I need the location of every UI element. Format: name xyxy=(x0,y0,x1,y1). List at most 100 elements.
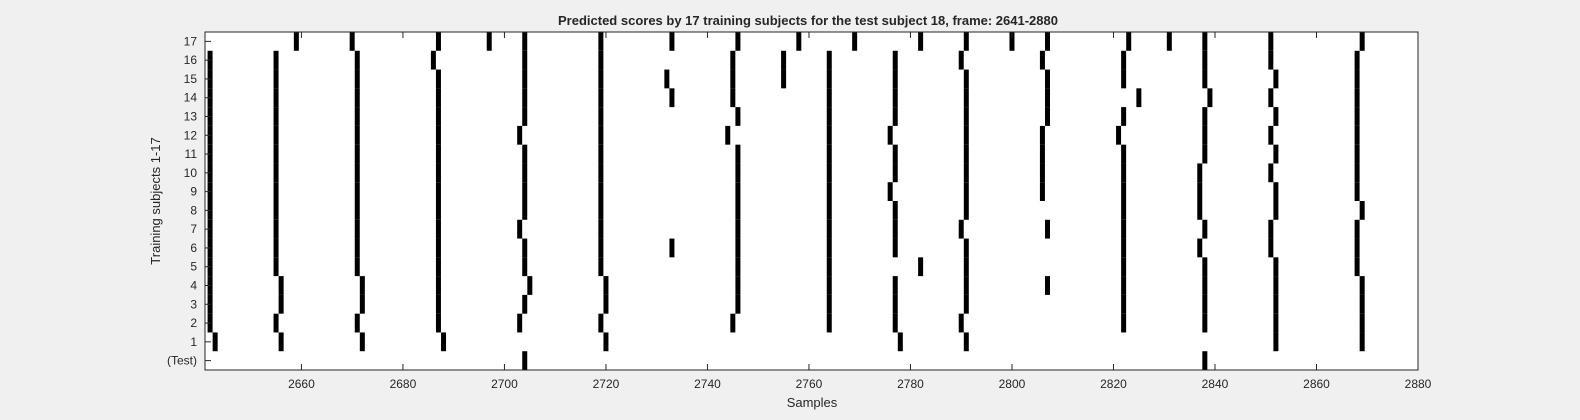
score-mark xyxy=(522,50,528,70)
score-mark xyxy=(1045,219,1050,239)
score-mark xyxy=(1273,107,1279,126)
score-mark xyxy=(1121,69,1127,89)
score-mark xyxy=(1354,88,1360,108)
score-mark xyxy=(598,163,604,183)
score-mark xyxy=(278,276,284,295)
score-mark xyxy=(273,163,279,183)
score-mark xyxy=(1202,257,1208,277)
score-mark xyxy=(354,182,360,201)
score-mark xyxy=(435,125,441,145)
score-mark xyxy=(435,182,441,201)
score-mark xyxy=(897,332,903,352)
x-tick-label: 2760 xyxy=(796,377,823,391)
score-mark xyxy=(963,294,969,314)
score-mark xyxy=(354,201,360,220)
score-mark xyxy=(1354,69,1360,89)
score-mark xyxy=(826,88,832,108)
score-mark xyxy=(598,107,604,126)
score-mark xyxy=(826,313,832,333)
score-mark xyxy=(435,276,441,295)
score-mark xyxy=(735,257,741,277)
y-tick-label: 14 xyxy=(184,91,198,105)
score-mark xyxy=(918,32,924,51)
score-mark xyxy=(892,144,898,164)
score-mark xyxy=(1354,163,1360,183)
score-mark xyxy=(1121,313,1127,333)
y-tick-label: 8 xyxy=(190,203,197,217)
score-mark xyxy=(278,294,284,314)
score-mark xyxy=(354,144,360,164)
score-mark xyxy=(435,107,441,126)
score-mark xyxy=(598,144,604,164)
score-mark xyxy=(735,144,741,164)
score-mark xyxy=(354,125,360,145)
score-mark xyxy=(735,107,741,126)
score-mark xyxy=(963,144,969,164)
score-mark xyxy=(359,276,365,295)
score-mark xyxy=(598,201,604,220)
score-mark xyxy=(1045,88,1050,108)
score-mark xyxy=(963,238,969,258)
score-mark xyxy=(826,201,832,220)
score-mark xyxy=(273,182,279,201)
score-mark xyxy=(1121,182,1127,201)
y-tick-label: (Test) xyxy=(167,354,197,368)
score-mark xyxy=(603,276,609,295)
score-mark xyxy=(435,144,441,164)
score-mark xyxy=(1268,32,1274,51)
score-mark xyxy=(273,201,279,220)
score-mark xyxy=(435,88,441,108)
x-tick-label: 2820 xyxy=(1100,377,1127,391)
score-mark xyxy=(1039,182,1045,201)
score-mark xyxy=(892,201,898,220)
score-marks xyxy=(207,32,1365,370)
y-tick-label: 10 xyxy=(184,166,198,180)
x-axis-label: Samples xyxy=(787,395,838,410)
score-mark xyxy=(354,69,360,89)
score-mark xyxy=(1273,182,1279,201)
score-mark xyxy=(826,294,832,314)
score-mark xyxy=(664,69,670,89)
score-mark xyxy=(486,32,492,51)
score-mark xyxy=(781,50,787,70)
score-mark xyxy=(963,201,969,220)
score-mark xyxy=(273,313,279,333)
chart-title: Predicted scores by 17 training subjects… xyxy=(558,13,1058,28)
x-tick-label: 2680 xyxy=(390,377,417,391)
score-mark xyxy=(1045,69,1050,89)
score-mark xyxy=(273,107,279,126)
y-tick-label: 12 xyxy=(184,128,198,142)
score-mark xyxy=(1359,294,1365,314)
y-tick-label: 2 xyxy=(190,316,197,330)
x-tick-label: 2800 xyxy=(999,377,1026,391)
score-mark xyxy=(598,69,604,89)
score-mark xyxy=(1126,32,1132,51)
score-mark xyxy=(1359,332,1365,352)
score-mark xyxy=(1354,50,1360,70)
score-mark xyxy=(963,107,969,126)
plot-frame xyxy=(204,31,1419,371)
score-mark xyxy=(1045,276,1050,295)
score-mark xyxy=(273,238,279,258)
score-mark xyxy=(735,276,741,295)
score-mark xyxy=(435,163,441,183)
score-mark xyxy=(892,294,898,314)
score-mark xyxy=(435,201,441,220)
score-mark xyxy=(598,32,604,51)
score-mark xyxy=(273,219,279,239)
score-mark xyxy=(1268,238,1274,258)
score-mark xyxy=(963,182,969,201)
score-mark xyxy=(1354,219,1360,239)
score-mark xyxy=(1273,257,1279,277)
score-mark xyxy=(1273,332,1279,352)
score-mark xyxy=(887,125,893,145)
score-mark xyxy=(1197,182,1203,201)
score-mark xyxy=(1197,201,1203,220)
score-mark xyxy=(1202,107,1208,126)
score-mark xyxy=(273,88,279,108)
score-mark xyxy=(354,257,360,277)
y-tick-label: 9 xyxy=(190,185,197,199)
x-tick-label: 2880 xyxy=(1405,377,1432,391)
score-mark xyxy=(1045,107,1050,126)
